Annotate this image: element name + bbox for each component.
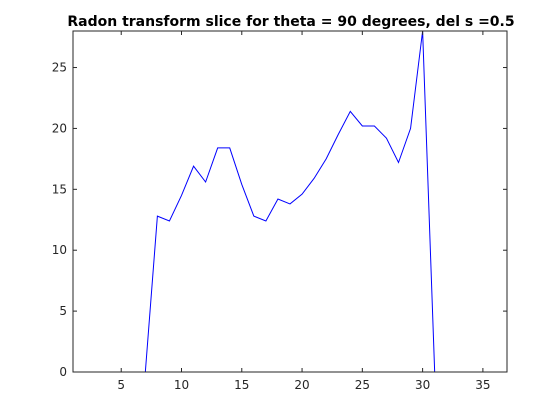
y-tick-label: 15 xyxy=(52,182,67,196)
y-tick-label: 10 xyxy=(52,243,67,257)
y-tick-label: 0 xyxy=(59,365,67,379)
ticks-layer: 5 10 15 20 25 30 35 0 5 10 15 20 25 xyxy=(52,31,507,392)
x-tick-label: 30 xyxy=(415,378,430,392)
axes-box xyxy=(72,30,508,373)
y-tick-label: 20 xyxy=(52,121,67,135)
chart-title: Radon transform slice for theta = 90 deg… xyxy=(67,14,514,30)
y-tick-label: 25 xyxy=(52,61,67,75)
x-tick-label: 15 xyxy=(234,378,249,392)
x-tick-label: 25 xyxy=(355,378,370,392)
y-tick-label: 5 xyxy=(59,304,67,318)
x-tick-label: 35 xyxy=(475,378,490,392)
x-tick-label: 5 xyxy=(117,378,125,392)
plot-area xyxy=(73,31,507,372)
x-tick-label: 20 xyxy=(294,378,309,392)
x-tick-label: 10 xyxy=(174,378,189,392)
axes-layer xyxy=(72,30,508,373)
